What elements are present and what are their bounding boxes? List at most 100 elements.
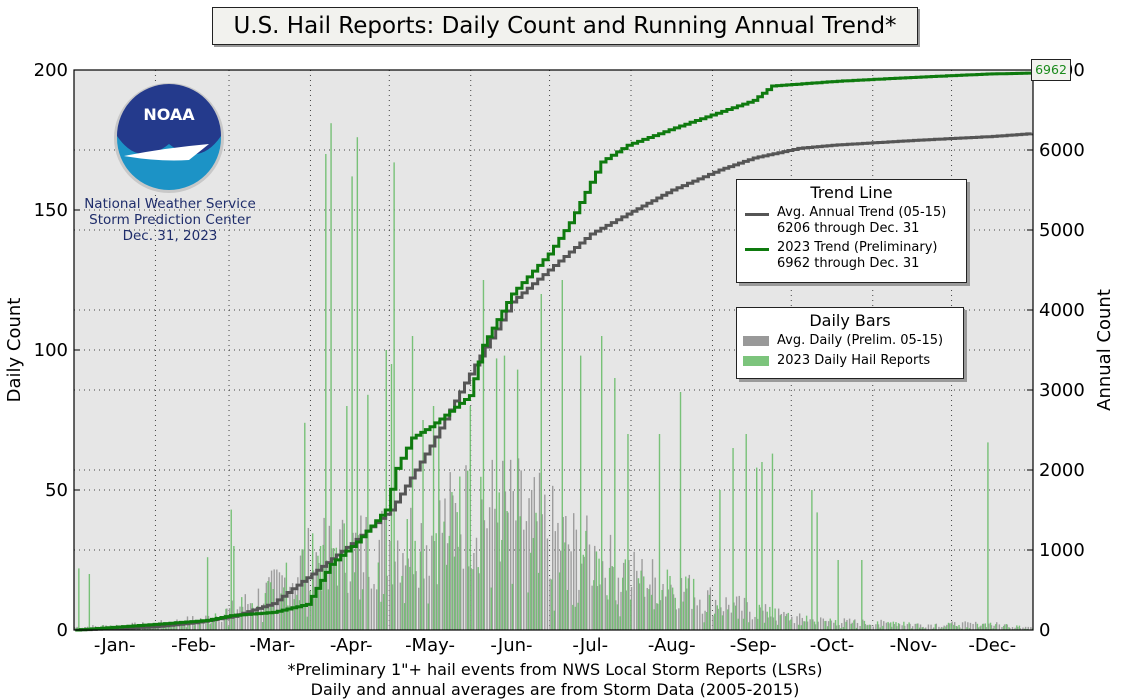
avg-daily-bar	[439, 500, 441, 630]
x-tick-label: -Jun-	[490, 635, 532, 656]
daily-hail-bar	[233, 546, 235, 630]
avg-daily-bar	[730, 612, 733, 630]
avg-daily-bar	[481, 499, 483, 630]
avg-daily-bar	[938, 626, 940, 630]
avg-daily-bar	[638, 583, 641, 630]
avg-daily-bar	[381, 510, 383, 630]
daily-hail-bar	[790, 619, 792, 630]
daily-hail-bar	[301, 549, 303, 630]
daily-hail-bar	[911, 628, 913, 630]
avg-daily-bar	[869, 624, 872, 630]
avg-daily-bar	[525, 521, 528, 630]
avg-daily-bar	[357, 535, 359, 630]
daily-hail-bar	[564, 542, 566, 630]
avg-daily-bar	[649, 584, 651, 630]
avg-daily-bar	[496, 522, 499, 630]
daily-hail-bar	[532, 537, 535, 630]
daily-hail-bar	[976, 623, 979, 630]
avg-daily-bar	[607, 599, 609, 630]
avg-daily-bar	[833, 622, 835, 630]
y2-tick-label: 3000	[1039, 380, 1085, 401]
daily-hail-bar	[619, 616, 621, 630]
avg-daily-bar	[609, 534, 612, 630]
daily-hail-bar	[769, 606, 771, 630]
avg-daily-bar	[762, 610, 764, 630]
avg-daily-bar	[368, 576, 370, 630]
daily-hail-bar	[146, 628, 148, 630]
daily-hail-bar	[293, 599, 295, 630]
avg-daily-bar	[980, 625, 982, 630]
avg-daily-bar	[549, 578, 551, 630]
avg-daily-bar	[646, 587, 648, 630]
legend-label: 2023 Trend (Preliminary)	[777, 240, 938, 255]
avg-daily-bar	[552, 485, 554, 630]
daily-hail-bar	[771, 453, 774, 630]
x-tick-label: -May-	[405, 635, 455, 656]
avg-daily-bar	[362, 572, 365, 630]
daily-hail-bar	[506, 510, 508, 630]
daily-hail-bar	[519, 516, 521, 630]
avg-daily-bar	[199, 618, 202, 630]
legend-label: 6962 through Dec. 31	[777, 256, 920, 271]
avg-daily-bar	[714, 599, 717, 630]
avg-daily-bar	[633, 551, 635, 630]
daily-hail-bar	[335, 547, 338, 630]
daily-hail-bar	[579, 355, 582, 630]
daily-hail-bar	[840, 628, 842, 630]
avg-daily-bar	[247, 604, 249, 630]
avg-daily-bar	[491, 459, 493, 630]
avg-daily-bar	[1017, 626, 1019, 630]
daily-hail-bar	[687, 578, 690, 630]
daily-hail-bar	[443, 521, 445, 630]
avg-daily-bar	[864, 624, 867, 630]
daily-hail-bar	[214, 613, 217, 630]
avg-daily-bar	[294, 590, 296, 630]
avg-daily-bar	[223, 614, 225, 630]
daily-hail-bar	[671, 587, 674, 630]
avg-daily-bar	[867, 624, 869, 630]
avg-daily-bar	[919, 624, 922, 630]
legend-entry-avg-daily: Avg. Daily (Prelim. 05-15)	[737, 333, 963, 349]
daily-hail-bar	[640, 570, 642, 630]
legend-swatch	[745, 248, 769, 251]
avg-daily-bar	[667, 589, 670, 630]
avg-daily-bar	[617, 577, 620, 630]
daily-hail-bar	[758, 604, 761, 630]
daily-hail-bar	[448, 535, 451, 630]
avg-daily-bar	[996, 622, 998, 630]
daily-hail-bar	[1018, 625, 1021, 630]
legend-entry-avg-trend: Avg. Annual Trend (05-15) 6206 through D…	[737, 205, 966, 237]
avg-daily-bar	[441, 532, 444, 630]
legend-label: Avg. Daily (Prelim. 05-15)	[777, 333, 944, 348]
daily-hail-bar	[304, 422, 306, 630]
avg-daily-bar	[504, 491, 507, 630]
daily-hail-bar	[382, 593, 385, 630]
avg-daily-bar	[838, 625, 840, 630]
avg-daily-bar	[197, 622, 199, 630]
avg-daily-bar	[628, 560, 630, 630]
daily-hail-bar	[183, 624, 185, 630]
daily-hail-bar	[895, 622, 897, 630]
annual-trend-2023-line	[75, 71, 1034, 632]
avg-daily-bar	[352, 532, 354, 630]
avg-daily-bar	[286, 605, 289, 630]
daily-hail-bar	[574, 606, 577, 630]
daily-hail-bar	[459, 476, 461, 630]
avg-daily-bar	[785, 613, 788, 630]
avg-daily-bar	[872, 626, 874, 630]
daily-hail-bar	[432, 406, 435, 630]
avg-daily-bar	[883, 621, 885, 630]
avg-daily-bar	[770, 616, 772, 630]
avg-daily-bar	[241, 606, 244, 630]
avg-daily-bar	[578, 589, 580, 630]
avg-daily-bar	[457, 546, 459, 630]
avg-daily-bar	[273, 569, 275, 630]
daily-hail-bar	[816, 512, 818, 630]
avg-daily-bar	[554, 531, 557, 630]
avg-daily-bar	[683, 591, 685, 630]
y-axis-label: Daily Count	[4, 298, 25, 403]
avg-daily-bar	[767, 617, 769, 630]
avg-daily-bar	[604, 577, 606, 630]
y2-tick-label: 2000	[1039, 460, 1085, 481]
avg-daily-bar	[580, 563, 583, 630]
